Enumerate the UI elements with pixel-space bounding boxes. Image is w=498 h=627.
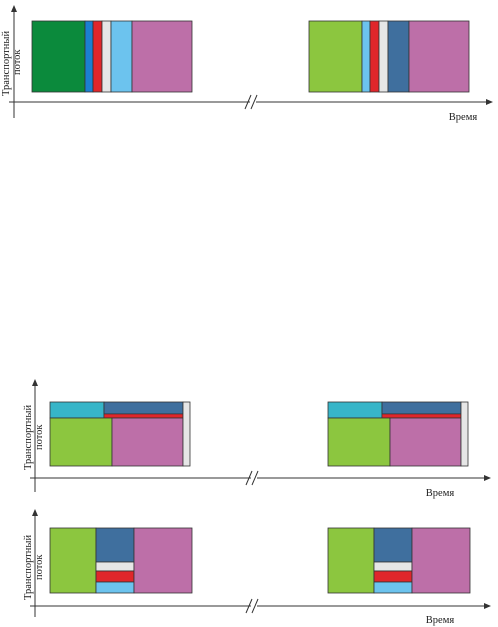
axis-break-mark [251,470,259,486]
diagram-2: Транспортный поток Время [23,379,491,499]
axis-break-mark [245,598,253,614]
block-light-blue [110,20,133,93]
block-white-gray [95,561,135,572]
diagram-1-group-2 [308,20,470,93]
diagram-3-group-1 [49,527,193,594]
diagram-3: Транспортный поток Время [23,509,491,626]
block-white-gray [373,561,413,572]
block-light-blue [361,20,371,93]
block-mauve [408,20,470,93]
diagram-1-group-1 [31,20,193,93]
block-mauve [411,527,471,594]
y-axis-label-line2: поток [34,424,45,450]
block-mauve [389,417,462,467]
y-axis-label-line1: Транспортный [23,535,34,600]
block-red [95,570,135,583]
block-red [103,413,184,419]
block-white-gray [182,401,191,467]
block-red [369,20,380,93]
block-white-gray [460,401,469,467]
axis-break-mark [244,94,252,110]
block-dark-green [31,20,86,93]
diagram-1: Транспортный поток Время [1,5,493,123]
block-mauve [111,417,184,467]
diagram-2-group-2 [327,401,469,467]
x-axis-label: Время [426,615,455,626]
axis-break-mark [250,94,258,110]
block-teal [327,401,383,419]
block-steel-blue [103,401,184,415]
x-axis-label: Время [426,488,455,499]
x-axis-label: Время [449,112,478,123]
block-steel-blue [381,401,462,415]
block-white-gray [101,20,112,93]
y-axis-label-line1: Транспортный [1,31,12,96]
y-axis-label-line1: Транспортный [23,405,34,470]
axis-break-mark [245,470,253,486]
block-red [92,20,103,93]
block-steel-blue [95,527,135,563]
block-red [373,570,413,583]
block-light-green [49,527,97,594]
block-light-blue [95,581,135,594]
block-light-blue [373,581,413,594]
y-axis-label-line2: поток [12,49,23,75]
block-light-green [49,417,113,467]
block-red [381,413,462,419]
block-steel-blue [373,527,413,563]
block-mauve [133,527,193,594]
diagram-2-group-1 [49,401,191,467]
block-teal [49,401,105,419]
block-light-green [308,20,363,93]
diagram-3-group-2 [327,527,471,594]
block-steel-blue [387,20,410,93]
block-white-gray [378,20,389,93]
block-mauve [131,20,193,93]
block-blue [84,20,94,93]
block-light-green [327,527,375,594]
axis-break-mark [251,598,259,614]
block-light-green [327,417,391,467]
y-axis-label-line2: поток [34,554,45,580]
